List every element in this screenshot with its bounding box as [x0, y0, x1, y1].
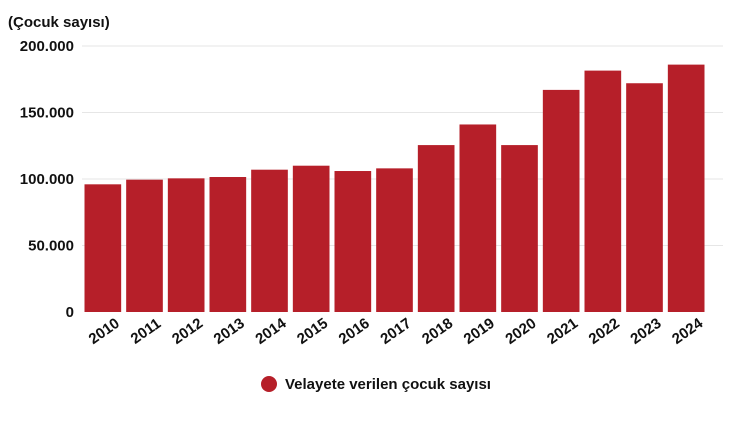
x-tick-label: 2016 — [336, 315, 373, 348]
x-tick-label: 2024 — [669, 314, 707, 347]
bar-2019 — [459, 124, 497, 312]
y-axis-ticks: 0 50.000 100.000 150.000 200.000 — [20, 38, 74, 321]
x-tick-label: 2018 — [419, 315, 456, 348]
bar-2015 — [292, 165, 330, 312]
bar-2017 — [376, 168, 413, 312]
y-tick-label: 0 — [66, 304, 74, 321]
bar-2018 — [417, 145, 455, 312]
x-tick-label: 2012 — [169, 315, 206, 348]
bar-2020 — [501, 145, 538, 312]
y-tick-label: 150.000 — [20, 105, 74, 122]
legend: Velayete verilen çocuk sayısı — [261, 376, 491, 393]
legend-label: Velayete verilen çocuk sayısı — [285, 376, 491, 393]
bar-2021 — [542, 89, 580, 312]
x-tick-label: 2020 — [502, 315, 539, 348]
y-tick-label: 50.000 — [28, 238, 74, 255]
x-axis-ticks: 2010 2011 2012 2013 2014 2015 2016 2017 2018 2019… — [86, 314, 707, 347]
bar-2011 — [126, 179, 163, 312]
x-tick-label: 2022 — [586, 315, 623, 348]
bar-2022 — [584, 70, 622, 312]
bar-2012 — [167, 178, 205, 312]
x-tick-label: 2023 — [627, 315, 664, 348]
x-tick-label: 2015 — [294, 315, 331, 348]
x-tick-label: 2013 — [211, 315, 248, 348]
x-tick-label: 2017 — [377, 315, 414, 348]
bar-2023 — [626, 83, 663, 313]
bars — [84, 64, 705, 313]
legend-swatch — [261, 376, 277, 392]
bar-2013 — [209, 177, 247, 312]
x-tick-label: 2021 — [544, 315, 581, 348]
y-tick-label: 200.000 — [20, 38, 74, 55]
x-tick-label: 2014 — [252, 314, 290, 347]
bar-2024 — [667, 64, 705, 313]
y-axis-label: (Çocuk sayısı) — [8, 14, 110, 31]
y-tick-label: 100.000 — [20, 171, 74, 188]
bar-2016 — [334, 171, 372, 312]
bar-2014 — [251, 169, 288, 312]
x-tick-label: 2010 — [86, 315, 123, 348]
bar-2010 — [84, 184, 122, 312]
x-tick-label: 2011 — [128, 315, 164, 348]
x-tick-label: 2019 — [461, 315, 498, 348]
